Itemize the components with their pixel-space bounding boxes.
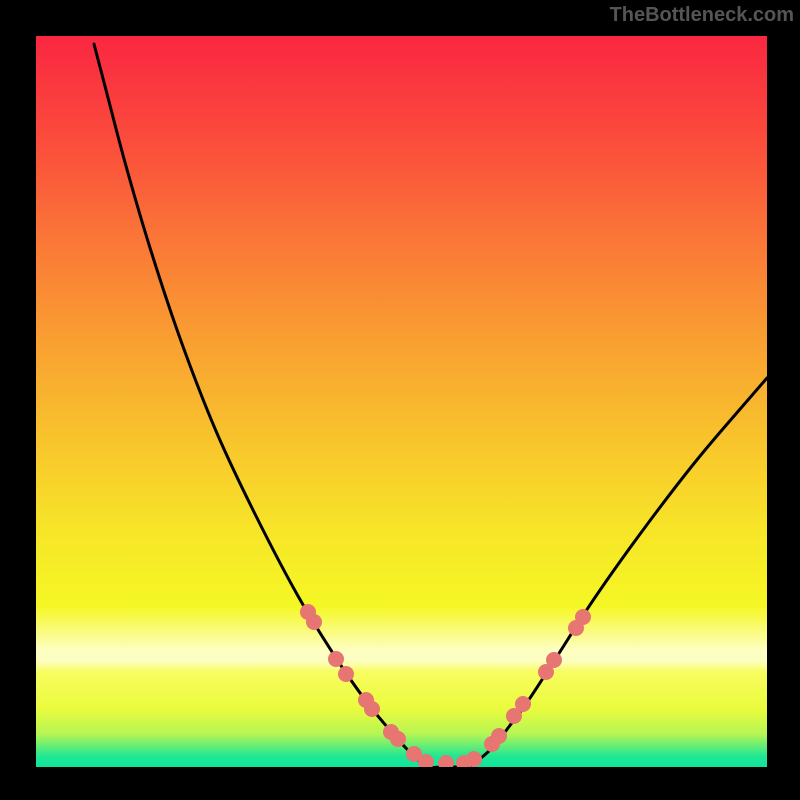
marker-dot [466,751,482,767]
marker-dot [438,755,454,767]
markers-group [300,604,591,767]
bottleneck-curve [94,44,767,767]
curve-layer [36,36,767,767]
marker-dot [306,614,322,630]
marker-dot [390,731,406,747]
watermark-text: TheBottleneck.com [610,4,794,27]
marker-dot [328,651,344,667]
marker-dot [515,696,531,712]
marker-dot [491,728,507,744]
marker-dot [575,609,591,625]
marker-dot [338,666,354,682]
marker-dot [546,652,562,668]
marker-dot [364,701,380,717]
plot-area [36,36,767,767]
